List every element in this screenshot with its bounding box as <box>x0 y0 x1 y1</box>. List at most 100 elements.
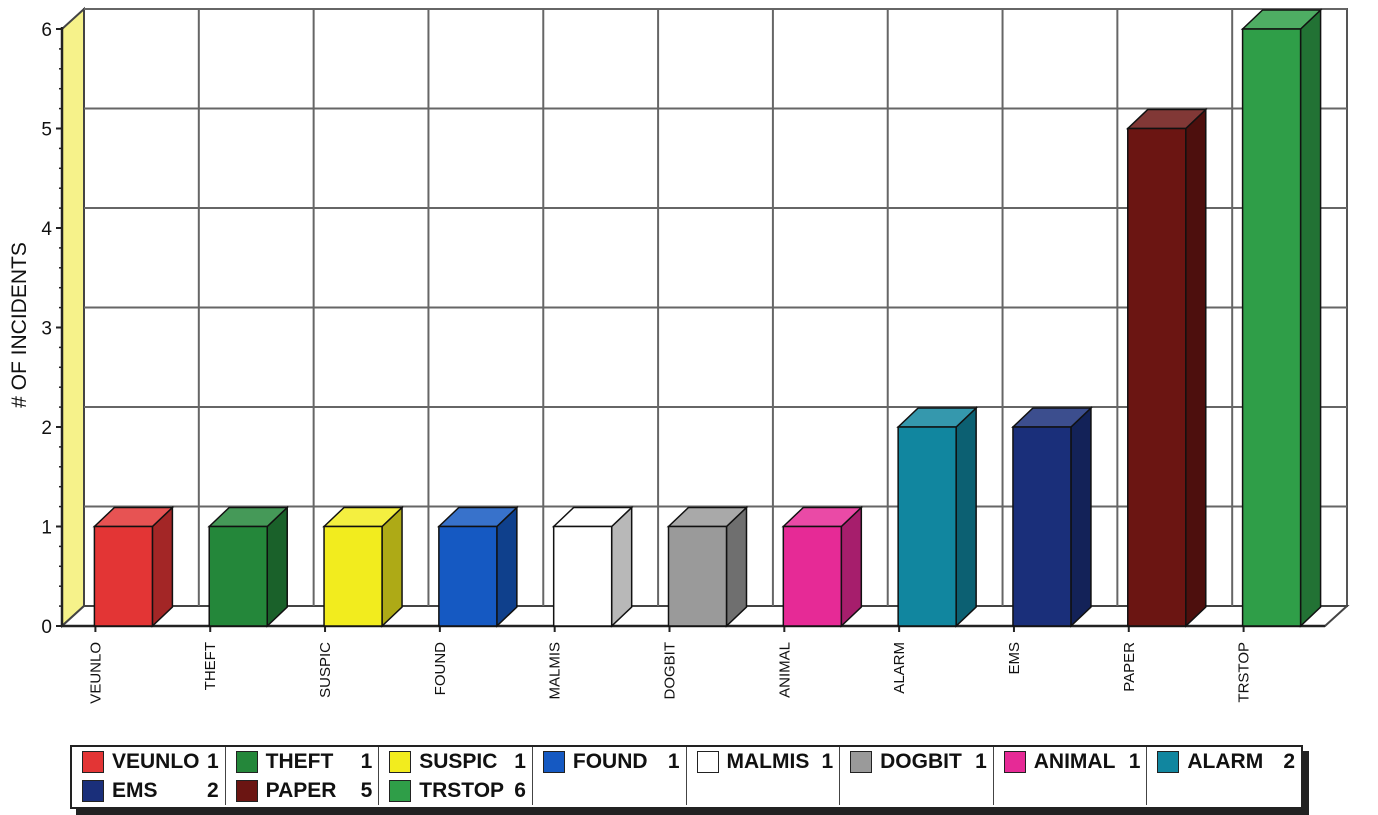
bar-front <box>1241 28 1302 627</box>
legend-item-theft: THEFT 1 <box>226 747 380 776</box>
bar-veunlo <box>92 505 175 628</box>
legend-empty-cell <box>994 776 1148 805</box>
bar-alarm <box>896 406 979 628</box>
legend-count: 1 <box>360 749 373 773</box>
legend-item-alarm: ALARM 2 <box>1147 747 1301 776</box>
legend-empty-cell <box>840 776 994 805</box>
bar-side <box>496 505 518 628</box>
bar-chart: 0 1 2 3 4 5 6 VEUNLO THEFT SUSPIC FOUND MALMIS DOGBI… <box>8 6 1350 704</box>
bar-side <box>1299 8 1322 628</box>
legend-item-malmis: MALMIS 1 <box>687 747 841 776</box>
bar-front <box>1012 426 1072 627</box>
legend-swatch <box>389 750 412 773</box>
bar-front <box>1127 127 1187 627</box>
legend-swatch <box>850 750 873 773</box>
bar-front <box>552 525 613 627</box>
legend-count: 2 <box>206 778 219 802</box>
y-tick-label: 1 <box>41 518 52 539</box>
legend-label: PAPER <box>265 778 337 802</box>
legend-empty-cell <box>533 776 687 805</box>
x-tick-label: PAPER <box>1121 642 1138 692</box>
legend-item-found: FOUND 1 <box>533 747 687 776</box>
legend-count: 1 <box>1128 749 1141 773</box>
x-tick-label: SUSPIC <box>317 642 334 698</box>
legend-label: VEUNLO <box>112 749 200 773</box>
bar-malmis <box>551 505 634 628</box>
legend-swatch <box>389 779 412 802</box>
legend-swatch <box>1003 750 1026 773</box>
y-tick-label: 2 <box>41 418 52 439</box>
y-axis-title: # OF INCIDENTS <box>8 242 31 408</box>
bar-found <box>436 505 519 628</box>
legend-swatch <box>235 750 258 773</box>
legend-count: 6 <box>514 778 526 802</box>
legend-swatch <box>82 750 104 773</box>
y-tick-label: 0 <box>41 617 52 638</box>
bar-theft <box>207 505 290 628</box>
legend-item-suspic: SUSPIC 1 <box>379 747 533 776</box>
x-tick-label: FOUND <box>432 642 449 695</box>
bar-side <box>1070 406 1092 628</box>
x-tick-label: VEUNLO <box>87 642 104 704</box>
bar-side <box>151 505 174 628</box>
legend-count: 1 <box>975 749 987 773</box>
bar-side <box>610 505 633 628</box>
side-wall <box>61 6 85 629</box>
legend-label: ANIMAL <box>1033 749 1116 773</box>
legend-empty-cell <box>1147 776 1301 805</box>
legend-item-trstop: TRSTOP 6 <box>379 776 533 805</box>
y-tick-label: 6 <box>41 20 52 41</box>
legend-item-animal: ANIMAL 1 <box>994 747 1148 776</box>
bar-front <box>438 525 498 627</box>
legend-swatch <box>235 779 258 802</box>
bar-paper <box>1125 107 1208 628</box>
legend-item-paper: PAPER 5 <box>226 776 380 805</box>
legend-count: 1 <box>206 749 219 773</box>
legend-item-veunlo: VEUNLO 1 <box>72 747 226 776</box>
bar-side <box>955 406 977 628</box>
legend-count: 2 <box>1283 749 1295 773</box>
legend-label: DOGBIT <box>880 749 962 773</box>
bar-side <box>840 505 863 628</box>
legend-count: 1 <box>514 749 526 773</box>
legend-label: ALARM <box>1187 749 1264 773</box>
x-tick-label: DOGBIT <box>662 642 679 700</box>
legend-swatch <box>696 750 719 773</box>
legend-label: THEFT <box>265 749 334 773</box>
legend-item-ems: EMS 2 <box>72 776 226 805</box>
x-tick-label: THEFT <box>202 642 219 690</box>
bar-side <box>725 505 748 628</box>
x-tick-label: MALMIS <box>547 642 564 700</box>
bar-front <box>897 426 957 627</box>
chart-bars <box>92 8 1323 628</box>
legend-count: 5 <box>360 778 373 802</box>
legend-label: FOUND <box>572 749 648 773</box>
bar-front <box>667 525 728 627</box>
y-tick-label: 3 <box>41 319 52 340</box>
bar-front <box>208 525 268 627</box>
bar-animal <box>781 505 864 628</box>
legend-label: MALMIS <box>726 749 810 773</box>
legend-count: 1 <box>821 749 834 773</box>
chart-labels: 0 1 2 3 4 5 6 VEUNLO THEFT SUSPIC FOUND MALMIS DOGBI… <box>41 20 1252 704</box>
legend-item-dogbit: DOGBIT 1 <box>840 747 994 776</box>
x-tick-label: TRSTOP <box>1236 642 1253 703</box>
bar-dogbit <box>666 505 749 628</box>
legend-label: SUSPIC <box>419 749 498 773</box>
x-tick-label: EMS <box>1006 642 1023 675</box>
legend-swatch <box>542 750 565 773</box>
bar-front <box>323 525 383 627</box>
bar-side <box>381 505 403 628</box>
bar-trstop <box>1240 8 1323 628</box>
bar-suspic <box>322 505 404 628</box>
legend-count: 1 <box>667 749 680 773</box>
legend-swatch <box>1157 750 1180 773</box>
x-tick-label: ALARM <box>891 642 908 694</box>
legend-label: EMS <box>112 778 158 802</box>
bar-front <box>782 525 843 627</box>
legend-swatch <box>82 779 104 802</box>
bar-side <box>266 505 288 628</box>
x-tick-label: ANIMAL <box>776 642 793 698</box>
bar-side <box>1185 107 1207 628</box>
chart-legend: VEUNLO 1 THEFT 1 SUSPIC 1 FOUND 1 MALMIS 1 DOGBIT 1… <box>70 745 1303 809</box>
